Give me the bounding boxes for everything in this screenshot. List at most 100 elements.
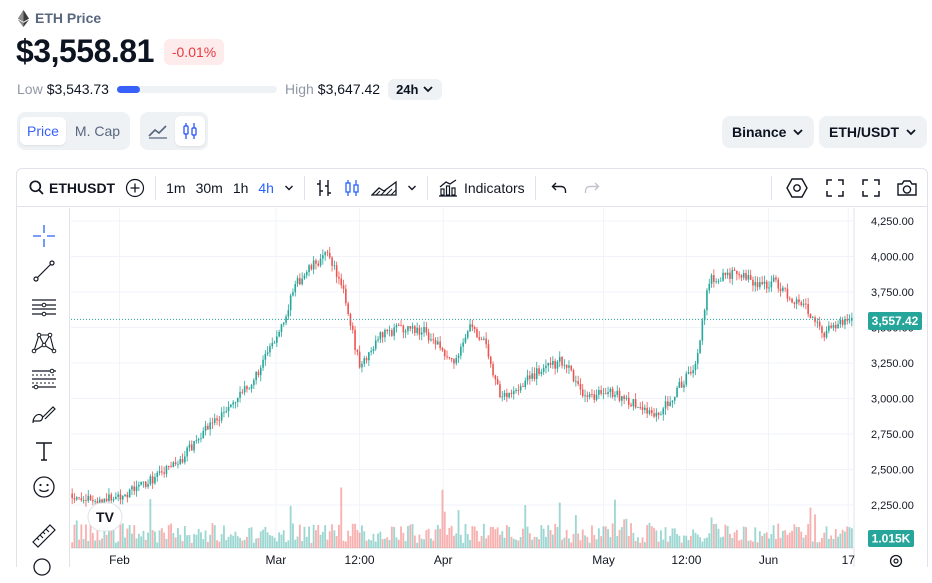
candle-body [696,353,699,364]
candle-body [703,310,706,321]
pattern-tool[interactable] [30,329,58,357]
time-tick-label: 12:00 [671,553,701,567]
horizontal-lines-tool[interactable] [30,293,58,321]
axis-settings-button[interactable] [889,554,903,567]
chevron-down-icon [284,185,293,190]
volume-bar [480,535,483,548]
candles-style-button[interactable] [338,169,366,207]
volume-bar [315,530,317,548]
volume-bar [761,535,764,548]
candle-body [522,386,524,388]
snapshot-button[interactable] [889,169,927,207]
candle-body [331,257,333,266]
candle-body [232,402,234,405]
candle-body [782,287,784,291]
interval-1m[interactable]: 1m [166,179,186,196]
trend-line-icon [33,260,55,282]
volume-bar [255,538,258,548]
candle-body [363,358,366,364]
volume-bar [78,539,80,548]
candle-body [625,397,628,400]
text-tool[interactable] [30,437,58,465]
candle-body [832,325,835,328]
candle-body [558,356,561,362]
candle-body [82,500,85,501]
fullscreen-select-button[interactable] [817,169,853,207]
volume-bar [252,542,255,548]
candle-body [386,329,389,332]
price-axis[interactable]: 4,250.004,000.003,750.003,500.003,250.00… [871,216,914,512]
line-chart-button[interactable] [143,116,173,146]
symbol-search[interactable]: ETHUSDT [17,169,120,207]
undo-button[interactable] [541,169,579,207]
compare-button[interactable] [120,169,150,207]
area-style-button[interactable] [366,169,402,207]
interval-30m[interactable]: 30m [195,179,223,196]
volume-bar [126,528,129,548]
candle-body [637,407,639,408]
volume-bar [273,537,276,548]
ruler-tool[interactable] [30,522,58,550]
bar-style-button[interactable] [310,169,338,207]
candle-body [680,381,683,388]
volume-bar [413,535,416,548]
price-chart[interactable]: 4,250.004,000.003,750.003,500.003,250.00… [71,208,927,567]
tab-price[interactable]: Price [20,117,66,145]
horizontal-lines-icon [32,299,56,317]
candle-body [294,284,297,293]
exchange-dropdown[interactable]: Binance [722,116,815,148]
candle-body [533,373,536,379]
period-dropdown[interactable]: 24h [388,78,443,100]
crosshair-tool[interactable] [30,222,58,250]
exchange-label: Binance [732,124,787,140]
volume-bar [708,533,711,548]
volume-bar [358,532,361,548]
zoom-tool[interactable] [30,555,58,583]
candle-body [683,384,685,388]
volume-bar [597,528,600,548]
candle-body [736,270,738,275]
tradingview-logo[interactable]: TV [87,502,123,532]
interval-1h[interactable]: 1h [232,179,249,196]
volume-bar [777,523,780,548]
tab-market-cap[interactable]: M. Cap [74,123,121,139]
candle-body [126,494,129,498]
fib-tool[interactable] [30,365,58,393]
volume-bar [510,536,513,548]
toolbar-divider [771,175,772,200]
settings-button[interactable] [777,169,817,207]
volume-bar [119,524,122,548]
volume-bar [165,538,168,548]
chart-style-dropdown[interactable] [402,169,422,207]
redo-button[interactable] [579,169,605,207]
candle-body [305,272,308,276]
price-tick-label: 4,000.00 [871,252,914,264]
candle-body [388,330,391,332]
emoji-tool[interactable] [30,473,58,501]
candle-body [158,471,161,473]
candle-body [740,275,743,278]
candle-body [542,368,545,372]
interval-dropdown[interactable] [279,169,299,207]
indicators-button[interactable]: Indicators [433,169,530,207]
interval-4h[interactable]: 4h [258,179,274,196]
candle-body [568,365,570,368]
candle-body [639,407,642,408]
candle-body [623,396,625,400]
brush-tool[interactable] [30,401,58,429]
volume-bar [397,539,400,548]
time-axis[interactable]: Feb Mar 12:00 Apr May 12:00 Jun 17 [109,553,855,567]
volume-bar [105,534,108,548]
candle-body [128,489,131,498]
candle-body [87,495,90,501]
volume-bar [478,541,481,548]
candlestick-chart-button[interactable] [175,116,205,146]
candle-body [124,494,126,497]
candle-body [75,497,78,500]
trend-line-tool[interactable] [30,257,58,285]
volume-bar [216,540,218,548]
fullscreen-button[interactable] [853,169,889,207]
pair-dropdown[interactable]: ETH/USDT [819,116,927,148]
candle-body [248,388,251,390]
volume-bar [740,539,743,548]
